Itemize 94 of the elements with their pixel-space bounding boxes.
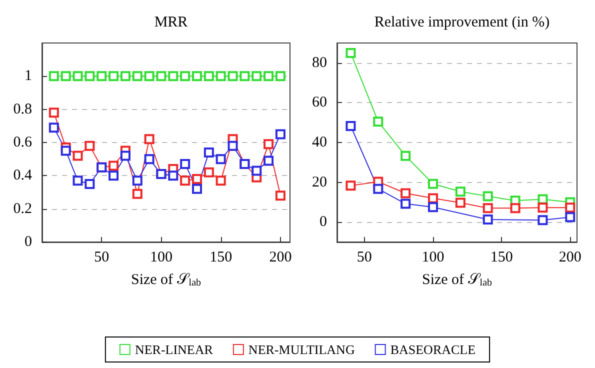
- point: [204, 147, 214, 158]
- y-tick-label: 0.4: [13, 168, 32, 184]
- point: [252, 71, 262, 82]
- y-tick-label: 0.8: [13, 101, 32, 118]
- point: [60, 146, 71, 156]
- point: [84, 71, 95, 82]
- point: [48, 122, 59, 133]
- point: [84, 178, 95, 189]
- x-tick-label: 150: [210, 250, 232, 266]
- point: [168, 170, 178, 181]
- point: [180, 176, 190, 186]
- point: [144, 154, 154, 164]
- point: [132, 71, 142, 82]
- chart-title: MRR: [154, 14, 188, 30]
- point: [216, 176, 226, 186]
- x-tick-label: 100: [422, 250, 444, 266]
- point: [72, 176, 83, 186]
- chart-title: Relative improvement (in %): [374, 14, 550, 30]
- point: [228, 140, 238, 151]
- y-tick-label: 1: [24, 68, 32, 84]
- point: [482, 203, 493, 214]
- point: [400, 150, 411, 161]
- point: [108, 71, 119, 82]
- point: [252, 166, 262, 176]
- x-tick-label: 150: [490, 250, 513, 266]
- point: [346, 48, 356, 58]
- point: [168, 71, 178, 82]
- point: [120, 71, 130, 82]
- y-tick-label: 80: [312, 54, 327, 71]
- point: [180, 71, 190, 82]
- point: [96, 71, 107, 82]
- point: [538, 215, 548, 226]
- point: [120, 150, 130, 161]
- x-tick-label: 200: [558, 250, 582, 266]
- point: [346, 180, 356, 191]
- point: [400, 188, 411, 198]
- point: [72, 150, 83, 161]
- y-tick-label: 60: [312, 94, 327, 111]
- point: [538, 202, 548, 213]
- point: [428, 202, 438, 212]
- y-tick-label: 20: [312, 174, 327, 190]
- point: [144, 71, 154, 82]
- point: [264, 71, 274, 82]
- point: [428, 178, 438, 189]
- point: [108, 160, 119, 171]
- x-tick-label: 200: [269, 250, 292, 266]
- point: [216, 71, 226, 82]
- point: [180, 159, 190, 170]
- point: [510, 203, 520, 214]
- point: [192, 174, 202, 184]
- legend-label: BASEORACLE: [390, 342, 476, 357]
- point: [482, 191, 493, 202]
- point: [455, 198, 466, 208]
- point: [400, 198, 411, 209]
- point: [108, 170, 119, 181]
- point: [373, 116, 384, 127]
- y-tick-label: 0: [320, 214, 327, 230]
- point: [132, 188, 142, 199]
- y-tick-label: 40: [312, 134, 327, 150]
- point: [204, 167, 214, 178]
- y-tick-label: 0.6: [13, 134, 32, 150]
- point: [60, 71, 71, 82]
- point: [144, 134, 154, 144]
- legend-label: NER-MULTILANG: [248, 342, 355, 357]
- point: [216, 154, 226, 164]
- point: [565, 202, 576, 213]
- x-tick-label: 50: [94, 250, 110, 266]
- point: [192, 184, 202, 194]
- point: [132, 176, 142, 186]
- point: [240, 71, 250, 82]
- point: [48, 108, 59, 118]
- point: [204, 71, 214, 82]
- point: [482, 214, 493, 225]
- point: [228, 71, 238, 82]
- point: [565, 212, 576, 222]
- x-tick-label: 100: [150, 250, 172, 266]
- point: [455, 186, 466, 197]
- point: [156, 71, 166, 82]
- x-tick-label: 50: [356, 250, 372, 266]
- point: [373, 184, 384, 194]
- point: [264, 139, 274, 150]
- y-tick-label: 0: [24, 234, 32, 250]
- point: [275, 190, 286, 201]
- legend-label: NER-LINEAR: [134, 342, 214, 357]
- point: [428, 193, 438, 204]
- point: [346, 120, 356, 131]
- point: [84, 140, 95, 151]
- point: [48, 71, 59, 82]
- point: [275, 129, 286, 140]
- y-tick-label: 0.2: [13, 200, 32, 217]
- point: [192, 71, 202, 82]
- point: [275, 71, 286, 82]
- point: [72, 71, 83, 82]
- point: [264, 156, 274, 166]
